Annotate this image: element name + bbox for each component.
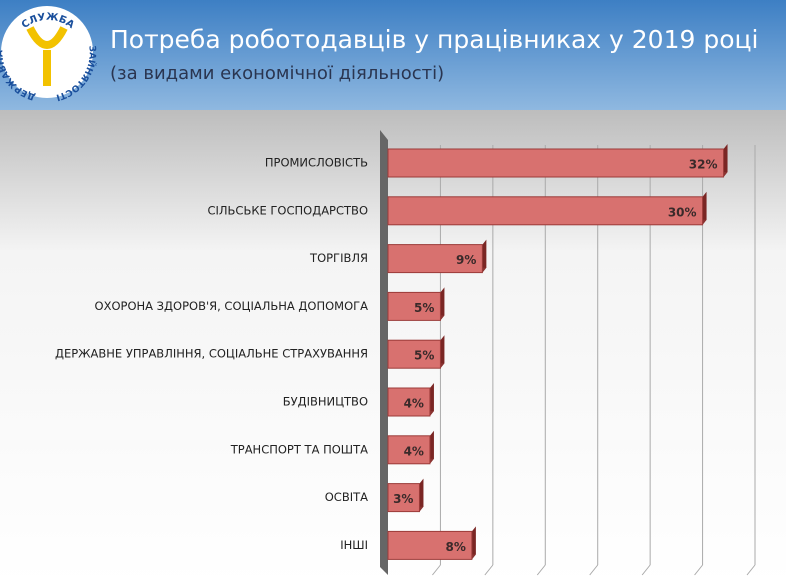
value-label: 32% (689, 158, 718, 172)
category-label: ДЕРЖАВНЕ УПРАВЛІННЯ, СОЦІАЛЬНЕ СТРАХУВАН… (55, 347, 368, 361)
grid-foot (746, 564, 756, 576)
category-label: ПРОМИСЛОВІСТЬ (265, 156, 368, 170)
bar (387, 148, 725, 178)
category-label: ІНШІ (340, 538, 368, 552)
grid-foot (432, 564, 441, 576)
axis-wall (380, 130, 388, 575)
bar-side (471, 526, 476, 560)
header-band (0, 0, 786, 110)
bar (387, 291, 441, 321)
bar (387, 435, 431, 465)
logo: СЛУЖБА ДЕРЖАВНА ЗАЙНЯТОСТІ (0, 6, 98, 102)
grid-foot (536, 564, 546, 576)
value-label: 3% (393, 492, 413, 506)
bar-side (429, 383, 434, 416)
value-label: 5% (414, 301, 434, 315)
value-label: 5% (414, 349, 434, 363)
bar (387, 530, 473, 560)
grid-foot (484, 564, 494, 576)
bar (387, 244, 483, 274)
category-label: СІЛЬСЬКЕ ГОСПОДАРСТВО (207, 203, 368, 217)
value-label: 4% (404, 397, 424, 411)
bar (387, 339, 441, 369)
bar (387, 483, 420, 513)
bar (387, 387, 431, 417)
title: Потреба роботодавців у працівниках у 201… (110, 25, 758, 54)
bar-side (440, 287, 445, 321)
category-label: ОХОРОНА ЗДОРОВ'Я, СОЦІАЛЬНА ДОПОМОГА (95, 299, 369, 313)
value-label: 9% (456, 253, 476, 267)
bar (387, 196, 704, 226)
category-label: ОСВІТА (325, 490, 368, 504)
bar-side (419, 478, 424, 512)
category-label: ТРАНСПОРТ ТА ПОШТА (230, 442, 368, 456)
bar-side (429, 430, 434, 464)
bar-side (440, 335, 445, 369)
bar-side (702, 191, 707, 225)
bar-side (723, 144, 728, 177)
bar-side (482, 239, 487, 273)
value-label: 30% (668, 205, 697, 219)
value-label: 4% (404, 444, 424, 458)
subtitle: (за видами економічної діяльності) (110, 63, 444, 84)
grid-foot (641, 564, 651, 576)
value-label: 8% (446, 540, 466, 554)
grid-foot (694, 564, 703, 576)
category-label: ТОРГІВЛЯ (309, 251, 368, 265)
grid-foot (589, 564, 599, 576)
category-label: БУДІВНИЦТВО (283, 395, 368, 409)
